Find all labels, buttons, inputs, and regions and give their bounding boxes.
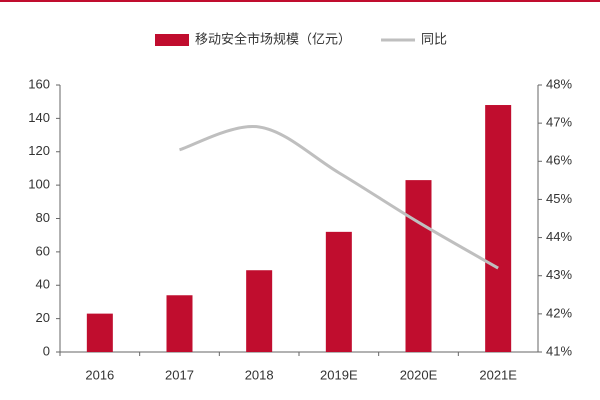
- y2-tick-label: 41%: [546, 343, 572, 358]
- legend-label: 移动安全市场规模（亿元）: [195, 31, 351, 46]
- y-tick-label: 160: [28, 76, 50, 91]
- bar: [325, 231, 352, 352]
- legend-label: 同比: [421, 31, 447, 46]
- y-tick-label: 80: [36, 210, 50, 225]
- y-tick-label: 20: [36, 310, 50, 325]
- x-tick-label: 2016: [85, 367, 114, 382]
- bar: [166, 295, 193, 352]
- y-tick-label: 120: [28, 143, 50, 158]
- y2-tick-label: 46%: [546, 153, 572, 168]
- y2-tick-label: 48%: [546, 76, 572, 91]
- bar: [405, 180, 432, 352]
- legend-swatch: [155, 34, 189, 46]
- bar: [485, 105, 512, 353]
- x-tick-label: 2017: [165, 367, 194, 382]
- bar: [246, 270, 273, 352]
- line: [179, 125, 499, 270]
- y2-tick-label: 42%: [546, 305, 572, 320]
- y-tick-label: 40: [36, 277, 50, 292]
- y-tick-label: 60: [36, 243, 50, 258]
- x-tick-label: 2021E: [479, 367, 517, 382]
- bar: [86, 313, 113, 352]
- y2-tick-label: 44%: [546, 229, 572, 244]
- x-tick-label: 2018: [245, 367, 274, 382]
- y-tick-label: 100: [28, 177, 50, 192]
- x-tick-label: 2019E: [320, 367, 358, 382]
- y2-tick-label: 43%: [546, 267, 572, 282]
- y2-tick-label: 47%: [546, 115, 572, 130]
- y2-tick-label: 45%: [546, 191, 572, 206]
- x-tick-label: 2020E: [400, 367, 438, 382]
- y-tick-label: 0: [43, 343, 50, 358]
- y-tick-label: 140: [28, 110, 50, 125]
